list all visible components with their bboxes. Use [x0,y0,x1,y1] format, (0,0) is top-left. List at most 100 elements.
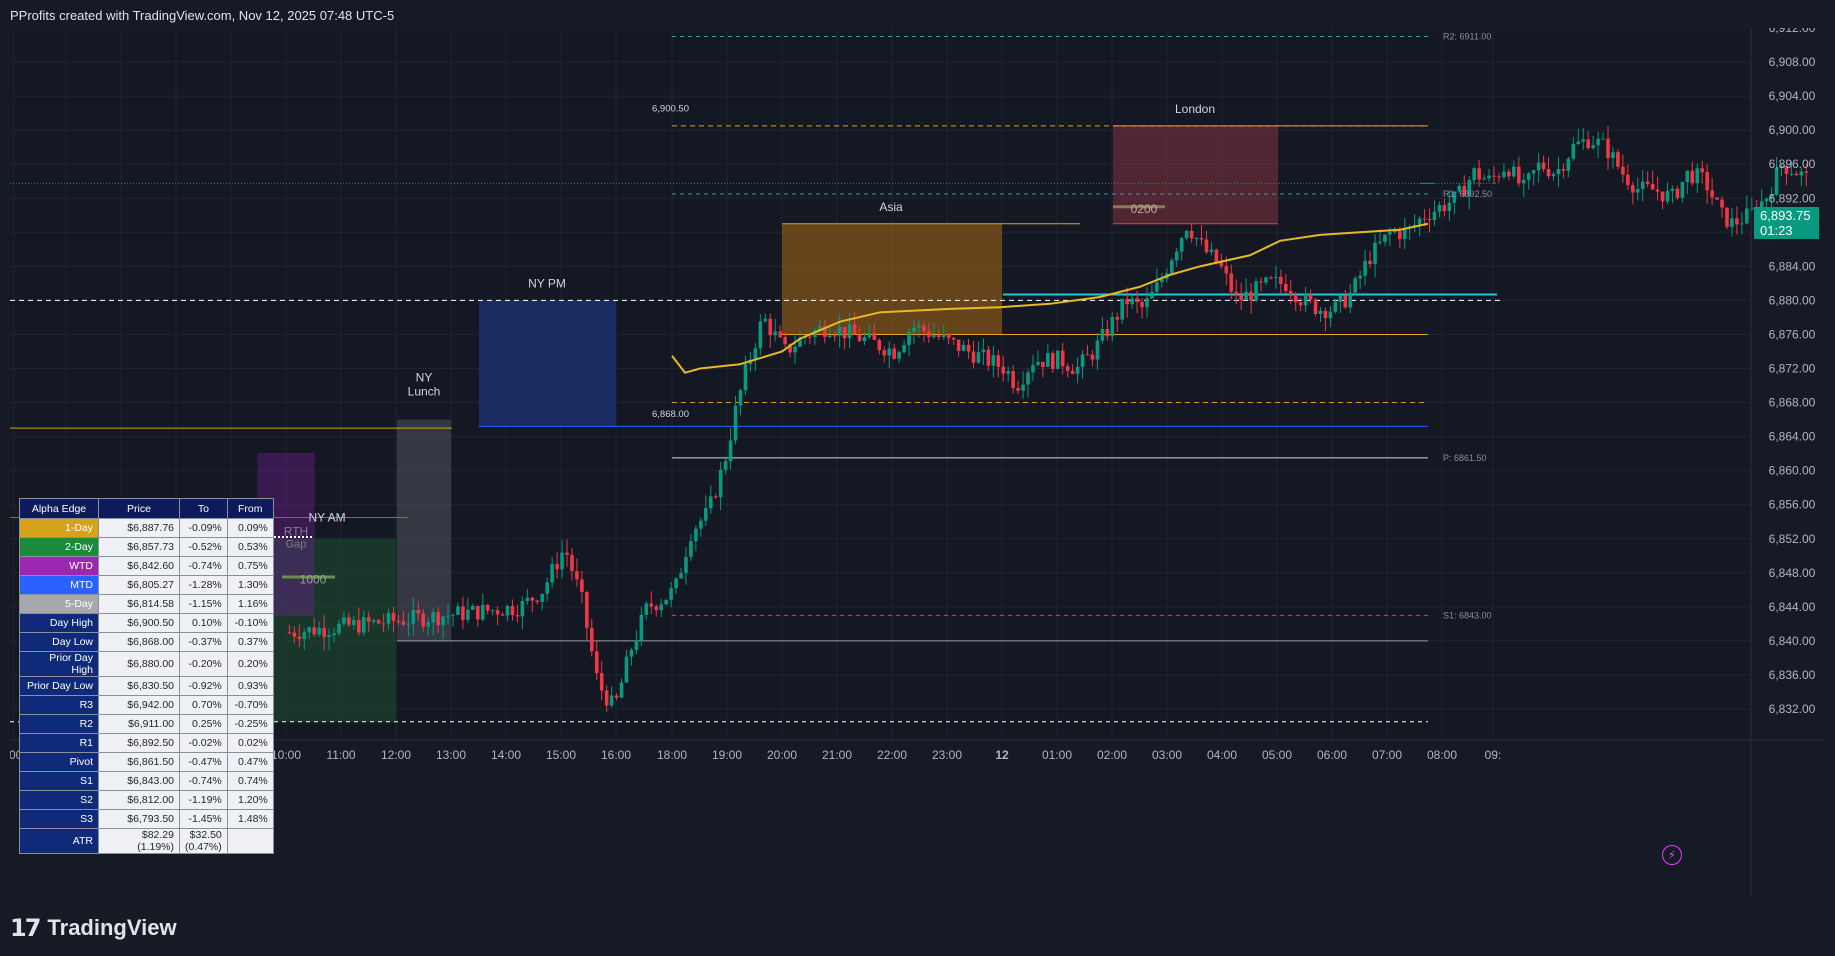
candle-body [471,605,475,610]
candle-body [1244,291,1248,301]
candle-body [580,579,584,592]
candle-body [1070,370,1075,374]
candle-body [1135,298,1139,302]
candle-body [371,620,376,622]
candle-body [1432,211,1437,220]
candle-body [932,335,936,338]
candle-body [877,339,882,351]
candle-body [1214,249,1219,263]
candle-body [1249,291,1253,301]
ny-lunch-label-1: NY [416,370,433,384]
candle-body [585,591,589,628]
candle-body [917,325,921,328]
table-row: S1 $6,843.00 -0.74% 0.74% [19,771,274,791]
candle-body [649,603,654,607]
candle-body [1705,172,1709,191]
candle-body [1036,361,1040,365]
candle-body [317,627,321,635]
candle-body [357,620,361,633]
candle-body [961,344,966,351]
candle-body [788,344,792,353]
candle-body [1680,181,1685,198]
candle-body [1229,273,1234,292]
candle-body [1601,138,1605,140]
lightning-icon[interactable]: ⚡ [1662,845,1682,865]
candle-body [704,508,708,521]
price-tick-label: 6,864.00 [1769,430,1816,444]
candle-body [1259,281,1263,283]
candle-body [1323,310,1328,319]
table-cell-price: $6,814.58 [98,594,180,614]
candle-body [466,609,470,620]
candle-body [1740,223,1744,225]
candle-body [674,578,678,589]
candle-body [381,623,386,625]
time-tick-label: 01:00 [1042,748,1072,762]
price-chart[interactable]: R2: 6911.00 R1: 6892.50 P: 6861.50 S1: 6843… [10,28,1825,896]
candle-body [570,554,574,571]
candle-body [1591,145,1595,149]
candle-body [1085,354,1090,356]
candle-body [1566,158,1571,171]
candle-body [451,614,455,616]
candle-body [500,614,505,616]
candle-body [1328,311,1333,319]
bar-countdown: 01:23 [1760,223,1793,238]
candle-body [837,326,842,336]
table-row: S3 $6,793.50 -1.45% 1.48% [19,809,274,829]
candle-body [818,326,822,331]
candle-body [386,612,391,624]
table-row: 1-Day $6,887.76 -0.09% 0.09% [19,518,274,538]
table-row: 5-Day $6,814.58 -1.15% 1.16% [19,594,274,614]
candle-body [1204,239,1209,253]
chart-labels: R2: 6911.00 R1: 6892.50 P: 6861.50 S1: 6843… [284,32,1492,621]
table-cell-to: -0.09% [179,518,228,538]
candle-body [287,632,292,634]
candle-body [1531,170,1536,174]
candle-body [1174,251,1179,261]
price-tick-label: 6,904.00 [1769,89,1816,103]
table-cell-from: -0.10% [226,613,274,633]
table-cell-label: Day Low [19,632,99,652]
candle-body [1199,238,1204,240]
candle-body [1645,181,1650,184]
candle-body [862,337,867,342]
table-cell-price: $6,900.50 [98,613,180,633]
candle-body [1333,301,1338,312]
candle-body [1046,353,1050,367]
candle-body [352,620,356,625]
candle-body [565,552,569,555]
candle-body [1160,278,1164,283]
candle-body [1725,207,1729,227]
table-cell-price: $6,843.00 [98,771,180,791]
table-cell-to: -1.19% [179,790,228,810]
candlesticks [287,126,1809,712]
candle-body [1100,329,1105,341]
candle-body [1779,165,1784,168]
candle-body [1492,175,1496,177]
candle-body [490,610,495,612]
table-cell-to: -0.02% [179,733,228,753]
candle-body [1021,384,1025,391]
price-tick-label: 6,848.00 [1769,566,1816,580]
candle-body [981,349,986,353]
candle-body [480,604,485,620]
candle-body [599,673,604,691]
table-cell-from: 0.53% [226,537,274,557]
candle-body [713,496,718,498]
candle-body [1541,162,1546,169]
candle-body [1665,190,1670,202]
table-cell-price: $82.29 (1.19%) [98,828,180,854]
candle-body [1343,295,1348,308]
table-cell-price: $6,911.00 [98,714,180,734]
candle-body [1318,310,1323,314]
candle-body [1715,197,1719,200]
candle-body [1621,166,1625,175]
candle-body [545,582,549,594]
candle-body [1675,188,1680,198]
candle-body [1130,298,1134,305]
candle-body [515,615,520,617]
candle-body [1184,230,1189,239]
candle-body [550,564,554,583]
table-cell-price: $6,861.50 [98,752,180,772]
